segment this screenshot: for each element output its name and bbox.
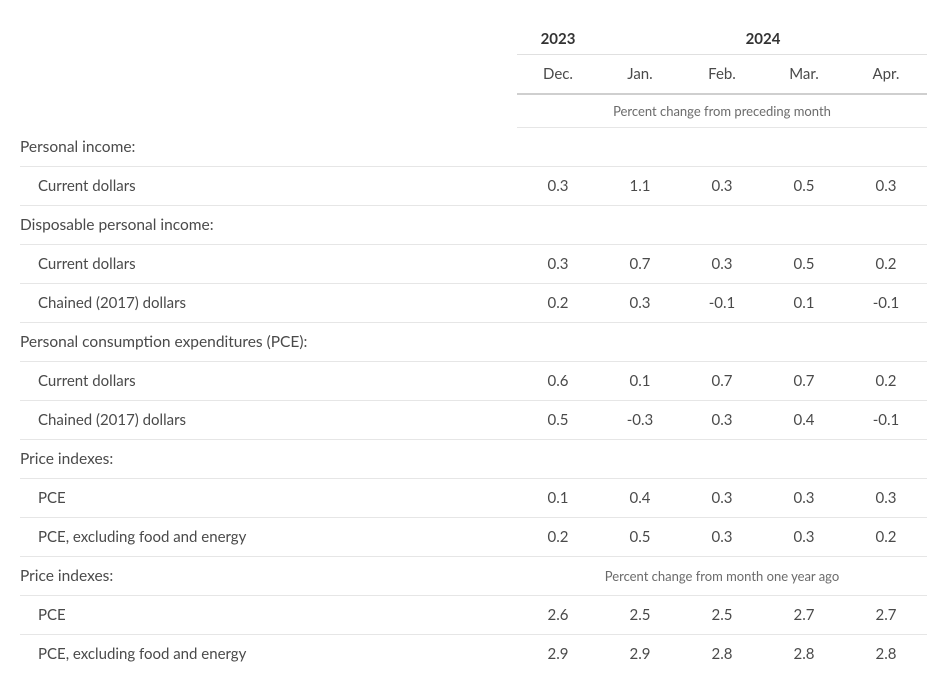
col-month: Apr. (845, 55, 927, 95)
cell: 0.3 (517, 167, 599, 206)
section-label: Price indexes: (20, 557, 517, 596)
header-blank (20, 20, 517, 55)
caption-yoy: Percent change from month one year ago (517, 557, 927, 596)
cell: 0.5 (517, 401, 599, 440)
cell: 0.3 (681, 479, 763, 518)
table-row: Current dollars 0.3 1.1 0.3 0.5 0.3 (20, 167, 927, 206)
table-row: PCE, excluding food and energy 0.2 0.5 0… (20, 518, 927, 557)
cell: 0.2 (845, 518, 927, 557)
cell: 0.4 (763, 401, 845, 440)
cell: 0.3 (681, 167, 763, 206)
section-dpi: Disposable personal income: (20, 206, 927, 245)
cell: 2.8 (845, 635, 927, 674)
cell: 0.1 (599, 362, 681, 401)
cell: 0.2 (845, 245, 927, 284)
cell: -0.1 (845, 284, 927, 323)
cell: -0.1 (681, 284, 763, 323)
cell: 0.3 (681, 401, 763, 440)
cell: 0.2 (845, 362, 927, 401)
section-price-indexes-yoy: Price indexes: Percent change from month… (20, 557, 927, 596)
cell: 0.3 (517, 245, 599, 284)
cell: 0.5 (599, 518, 681, 557)
caption-blank (20, 94, 517, 128)
table-row: Current dollars 0.6 0.1 0.7 0.7 0.2 (20, 362, 927, 401)
cell: 2.8 (681, 635, 763, 674)
table-row: Current dollars 0.3 0.7 0.3 0.5 0.2 (20, 245, 927, 284)
cell: 0.3 (681, 245, 763, 284)
row-label: Current dollars (20, 362, 517, 401)
cell: 0.3 (763, 518, 845, 557)
cell: 0.5 (763, 167, 845, 206)
col-month: Jan. (599, 55, 681, 95)
table-row: Chained (2017) dollars 0.5 -0.3 0.3 0.4 … (20, 401, 927, 440)
year-2023: 2023 (517, 20, 599, 55)
section-label: Personal income: (20, 128, 927, 167)
col-month: Mar. (763, 55, 845, 95)
year-2024: 2024 (599, 20, 927, 55)
row-label: PCE, excluding food and energy (20, 518, 517, 557)
header-row-months: Dec. Jan. Feb. Mar. Apr. (20, 55, 927, 95)
cell: 2.9 (599, 635, 681, 674)
cell: 0.3 (681, 518, 763, 557)
cell: 0.1 (763, 284, 845, 323)
row-label: PCE (20, 479, 517, 518)
cell: -0.3 (599, 401, 681, 440)
cell: 0.5 (763, 245, 845, 284)
cell: 0.4 (599, 479, 681, 518)
section-pce: Personal consumption expenditures (PCE): (20, 323, 927, 362)
cell: 0.7 (681, 362, 763, 401)
cell: 0.3 (763, 479, 845, 518)
cell: 2.9 (517, 635, 599, 674)
section-label: Personal consumption expenditures (PCE): (20, 323, 927, 362)
col-month: Dec. (517, 55, 599, 95)
header-blank (20, 55, 517, 95)
cell: 0.3 (599, 284, 681, 323)
row-label: Current dollars (20, 245, 517, 284)
cell: 1.1 (599, 167, 681, 206)
cell: -0.1 (845, 401, 927, 440)
table-row: PCE 0.1 0.4 0.3 0.3 0.3 (20, 479, 927, 518)
col-month: Feb. (681, 55, 763, 95)
section-personal-income: Personal income: (20, 128, 927, 167)
header-row-years: 2023 2024 (20, 20, 927, 55)
row-label: Chained (2017) dollars (20, 284, 517, 323)
cell: 0.7 (763, 362, 845, 401)
cell: 0.3 (845, 167, 927, 206)
row-label: PCE, excluding food and energy (20, 635, 517, 674)
cell: 0.1 (517, 479, 599, 518)
row-label: Chained (2017) dollars (20, 401, 517, 440)
table-row: Chained (2017) dollars 0.2 0.3 -0.1 0.1 … (20, 284, 927, 323)
section-label: Disposable personal income: (20, 206, 927, 245)
cell: 0.7 (599, 245, 681, 284)
section-label: Price indexes: (20, 440, 927, 479)
caption-mom: Percent change from preceding month (517, 94, 927, 128)
cell: 0.6 (517, 362, 599, 401)
economic-indicators-table: 2023 2024 Dec. Jan. Feb. Mar. Apr. Perce… (20, 20, 927, 673)
table-row: PCE, excluding food and energy 2.9 2.9 2… (20, 635, 927, 674)
cell: 0.2 (517, 284, 599, 323)
caption-row-mom: Percent change from preceding month (20, 94, 927, 128)
section-price-indexes: Price indexes: (20, 440, 927, 479)
cell: 0.2 (517, 518, 599, 557)
cell: 2.8 (763, 635, 845, 674)
row-label: Current dollars (20, 167, 517, 206)
cell: 0.3 (845, 479, 927, 518)
